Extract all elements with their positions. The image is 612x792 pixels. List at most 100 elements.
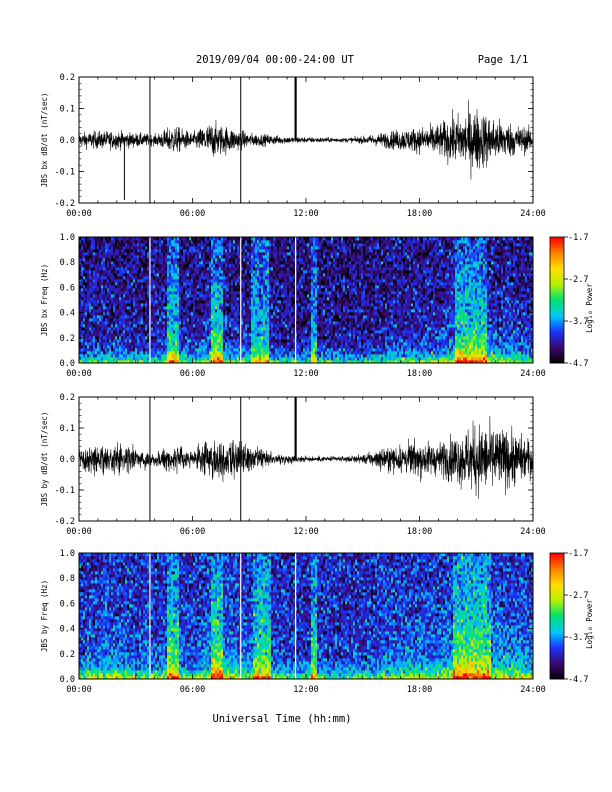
colorbar-swatch bbox=[550, 637, 564, 640]
colorbar-swatch bbox=[550, 321, 564, 324]
colorbar-swatch bbox=[550, 565, 564, 569]
colorbar-swatch bbox=[550, 584, 564, 587]
x-tick-label: 06:00 bbox=[180, 369, 206, 379]
x-tick-label: 00:00 bbox=[66, 685, 92, 695]
signal-trace bbox=[79, 415, 533, 499]
x-tick-label: 06:00 bbox=[180, 685, 206, 695]
colorbar-swatch bbox=[550, 626, 564, 629]
colorbar-swatch bbox=[550, 574, 564, 577]
colorbar-swatch bbox=[550, 304, 564, 307]
colorbar-swatch bbox=[550, 337, 564, 341]
y-tick-label: 0.2 bbox=[60, 650, 75, 660]
x-tick-label: 00:00 bbox=[66, 369, 92, 379]
colorbar-swatch bbox=[550, 281, 564, 284]
colorbar-swatch bbox=[550, 576, 564, 579]
colorbar-swatch bbox=[550, 674, 564, 678]
colorbar-swatch bbox=[550, 668, 564, 671]
colorbar-swatch bbox=[550, 335, 564, 339]
colorbar-swatch bbox=[550, 624, 564, 627]
colorbar-swatch bbox=[550, 245, 564, 248]
colorbar-swatch bbox=[550, 647, 564, 650]
y-axis-label: JBS by Freq (Hz) bbox=[40, 580, 49, 652]
x-axis-label: Universal Time (hh:mm) bbox=[212, 713, 351, 725]
colorbar-swatch bbox=[550, 622, 564, 625]
colorbar-tick-label: -3.7 bbox=[568, 633, 588, 643]
x-tick-label: 18:00 bbox=[407, 209, 433, 219]
spectrogram-cells bbox=[79, 237, 533, 363]
colorbar-swatch bbox=[550, 255, 564, 259]
colorbar-tick-label: -4.7 bbox=[568, 359, 588, 369]
colorbar-swatch bbox=[550, 645, 564, 648]
bx-derivative-panel: 00:00 06:00 12:00 18:00 24:00 0.2 0.1 0.0 -0.1 -0… bbox=[40, 73, 546, 219]
x-tick-label: 12:00 bbox=[293, 369, 319, 379]
y-tick-label: -0.1 bbox=[55, 168, 75, 178]
colorbar-swatch bbox=[550, 249, 564, 253]
colorbar-swatch bbox=[550, 639, 564, 642]
colorbar-swatch bbox=[550, 287, 564, 290]
colorbar-swatch bbox=[550, 251, 564, 255]
colorbar-swatch bbox=[550, 632, 564, 636]
colorbar-tick-label: -1.7 bbox=[568, 233, 588, 243]
x-tick-label: 18:00 bbox=[407, 685, 433, 695]
x-tick-label: 12:00 bbox=[293, 685, 319, 695]
colorbar-swatch bbox=[550, 592, 564, 596]
colorbar-swatch bbox=[550, 653, 564, 657]
by-spectrogram-panel: 00:00 06:00 12:00 18:00 24:00 1.0 0.8 0.6 0.4 0.2… bbox=[40, 549, 546, 695]
colorbar-swatch bbox=[550, 664, 564, 667]
y-tick-label: 0.2 bbox=[60, 73, 75, 83]
x-tick-label: 06:00 bbox=[180, 527, 206, 537]
colorbar-swatch bbox=[550, 605, 564, 608]
y-tick-label: 0.0 bbox=[60, 359, 75, 369]
y-tick-label: 0.0 bbox=[60, 675, 75, 685]
y-tick-label: 0.8 bbox=[60, 258, 75, 268]
colorbar-swatch bbox=[550, 318, 564, 322]
colorbar-swatch bbox=[550, 571, 564, 575]
colorbar-swatch bbox=[550, 609, 564, 613]
colorbar-swatch bbox=[550, 567, 564, 571]
y-tick-label: 0.8 bbox=[60, 574, 75, 584]
y-axis-label: JBS by dB/dt (nT/sec) bbox=[40, 412, 49, 507]
colorbar-swatch bbox=[550, 628, 564, 632]
colorbar-swatch bbox=[550, 237, 564, 240]
x-tick-label: 00:00 bbox=[66, 527, 92, 537]
colorbar-swatch bbox=[550, 670, 564, 674]
colorbar-swatch bbox=[550, 586, 564, 590]
colorbar-swatch bbox=[550, 243, 564, 246]
colorbar-swatch bbox=[550, 268, 564, 271]
y-tick-label: 0.6 bbox=[60, 283, 75, 293]
colorbar-swatch bbox=[550, 588, 564, 592]
colorbar-swatch bbox=[550, 601, 564, 604]
colorbar-swatch bbox=[550, 272, 564, 276]
y-axis-label: JBS bx Freq (Hz) bbox=[40, 264, 49, 336]
colorbar-swatch bbox=[550, 658, 564, 661]
colorbar-tick-label: -2.7 bbox=[568, 591, 588, 601]
colorbar-tick-label: -4.7 bbox=[568, 675, 588, 685]
y-tick-label: 0.0 bbox=[60, 455, 75, 465]
colorbar-swatch bbox=[550, 597, 564, 600]
colorbar-swatch bbox=[550, 241, 564, 244]
colorbar-swatch bbox=[550, 672, 564, 676]
colorbar-swatch bbox=[550, 300, 564, 303]
colorbar-swatch bbox=[550, 258, 564, 261]
colorbar-swatch bbox=[550, 270, 564, 274]
figure-title: 2019/09/04 00:00-24:00 UT bbox=[196, 54, 355, 66]
colorbar-swatch bbox=[550, 283, 564, 286]
colorbar-swatch bbox=[550, 314, 564, 318]
x-tick-label: 24:00 bbox=[520, 209, 546, 219]
y-tick-label: 1.0 bbox=[60, 233, 75, 243]
colorbar-swatch bbox=[550, 603, 564, 606]
colorbar-swatch bbox=[550, 253, 564, 257]
colorbar-swatch bbox=[550, 616, 564, 619]
colorbar-swatch bbox=[550, 555, 564, 558]
colorbar-swatch bbox=[550, 354, 564, 358]
x-tick-label: 18:00 bbox=[407, 527, 433, 537]
colorbar-swatch bbox=[550, 344, 564, 347]
colorbar-swatch bbox=[550, 323, 564, 326]
colorbar-swatch bbox=[550, 293, 564, 297]
colorbar-swatch bbox=[550, 274, 564, 278]
spectrogram-cells bbox=[79, 553, 533, 679]
colorbar-swatch bbox=[550, 662, 564, 665]
colorbar-label: Log₁₀ Power bbox=[585, 283, 594, 333]
colorbar-swatch bbox=[550, 643, 564, 646]
